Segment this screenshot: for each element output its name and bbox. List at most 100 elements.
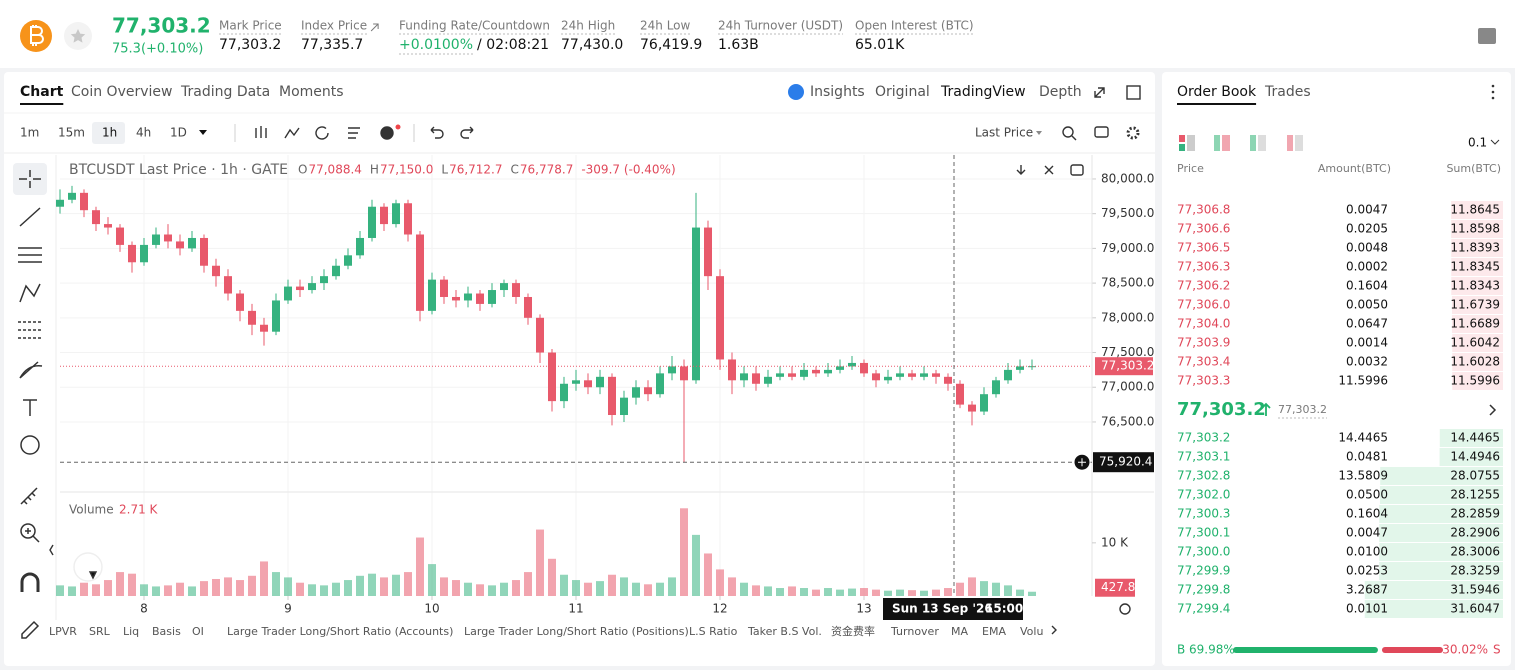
- more-dot[interactable]: [1491, 96, 1495, 100]
- settings-icon[interactable]: [1126, 126, 1140, 140]
- indicator-tab[interactable]: Large Trader Long/Short Ratio (Positions…: [464, 625, 689, 638]
- order-price[interactable]: 77,306.6: [1177, 222, 1230, 236]
- indicator-tab[interactable]: OI: [192, 625, 204, 638]
- more-dot[interactable]: [1491, 90, 1495, 94]
- zoom-tool[interactable]: [20, 523, 36, 539]
- order-price[interactable]: 77,303.4: [1177, 355, 1230, 369]
- order-price[interactable]: 77,306.0: [1177, 298, 1230, 312]
- book-mode-icon[interactable]: [1187, 135, 1195, 151]
- view-tab[interactable]: Original: [875, 84, 930, 100]
- interval-button[interactable]: 15m: [58, 126, 85, 140]
- order-price[interactable]: 77,304.0: [1177, 317, 1230, 331]
- fullscreen-icon[interactable]: [1094, 87, 1105, 98]
- book-mode-icon[interactable]: [1179, 135, 1185, 142]
- interval-caret[interactable]: [199, 130, 207, 135]
- redo-icon[interactable]: [460, 126, 474, 139]
- order-book-tab[interactable]: Order Book: [1177, 84, 1257, 100]
- edit-tool[interactable]: [21, 620, 40, 639]
- price-type-select[interactable]: Last Price: [975, 126, 1033, 140]
- mid-more[interactable]: [1489, 404, 1497, 416]
- order-price[interactable]: 77,306.5: [1177, 241, 1230, 255]
- order-price[interactable]: 77,300.3: [1177, 507, 1230, 521]
- interval-button[interactable]: 1m: [20, 126, 39, 140]
- order-price[interactable]: 77,303.1: [1177, 450, 1230, 464]
- replay-icon[interactable]: [315, 126, 329, 140]
- order-amount: 0.0050: [1346, 298, 1388, 312]
- book-mode-icon[interactable]: [1222, 135, 1230, 151]
- indicator-tab[interactable]: EMA: [982, 625, 1006, 638]
- text-tool[interactable]: [23, 399, 37, 416]
- scroll-down-icon[interactable]: [1016, 165, 1026, 175]
- panel-collapse[interactable]: [49, 544, 54, 556]
- indicator-tab[interactable]: MA: [951, 625, 968, 638]
- fib-tool[interactable]: [18, 321, 42, 339]
- undo-icon[interactable]: [430, 126, 444, 139]
- book-mode-icon[interactable]: [1258, 135, 1266, 151]
- indicator-tab[interactable]: L.S Ratio: [689, 625, 738, 638]
- volume-bar: [560, 574, 568, 596]
- interval-button[interactable]: 1D: [170, 126, 187, 140]
- order-price[interactable]: 77,303.9: [1177, 336, 1230, 350]
- chart-tab[interactable]: Moments: [279, 84, 344, 100]
- ruler-tool[interactable]: [20, 487, 38, 505]
- chart-tab[interactable]: Trading Data: [180, 84, 270, 100]
- crosshair-tool[interactable]: [19, 170, 41, 188]
- indicator-tab[interactable]: Turnover: [890, 625, 939, 638]
- indicator-icon[interactable]: [284, 127, 300, 139]
- search-icon[interactable]: [1062, 126, 1074, 138]
- indicator-tab[interactable]: LPVR: [49, 625, 77, 638]
- brush-tool[interactable]: [19, 361, 43, 379]
- more-dot[interactable]: [1491, 84, 1495, 88]
- book-mode-icon[interactable]: [1287, 135, 1293, 151]
- pattern-tool[interactable]: [19, 283, 41, 303]
- order-price[interactable]: 77,299.4: [1177, 602, 1230, 616]
- indicator-tab[interactable]: SRL: [89, 625, 111, 638]
- view-tab[interactable]: Depth: [1039, 84, 1082, 100]
- emoji-tool[interactable]: [20, 435, 40, 455]
- order-price[interactable]: 77,299.8: [1177, 583, 1230, 597]
- axis-settings-icon[interactable]: [1119, 603, 1131, 615]
- candle-type-icon[interactable]: [255, 126, 267, 138]
- book-mode-icon[interactable]: [1250, 135, 1256, 151]
- maximize-icon[interactable]: [1070, 164, 1084, 176]
- price-step[interactable]: 0.1: [1468, 136, 1487, 150]
- indicator-tab[interactable]: 资金费率: [831, 624, 875, 638]
- book-mode-icon[interactable]: [1295, 135, 1303, 151]
- indicator-tab[interactable]: Volu: [1020, 625, 1043, 638]
- order-price[interactable]: 77,303.2: [1177, 431, 1230, 445]
- chart-tab[interactable]: Coin Overview: [71, 84, 172, 100]
- chart-tab[interactable]: Chart: [20, 84, 64, 100]
- screenshot-icon[interactable]: [1094, 126, 1109, 138]
- collapse-icon[interactable]: [1044, 165, 1054, 175]
- indicator-more[interactable]: [1051, 625, 1057, 635]
- interval-button[interactable]: 1h: [102, 126, 117, 140]
- volume-bar: [656, 582, 664, 596]
- indicator-tab[interactable]: Liq: [123, 625, 139, 638]
- order-book-tab[interactable]: Trades: [1264, 84, 1311, 100]
- view-tab[interactable]: Insights: [810, 84, 865, 100]
- view-tab[interactable]: TradingView: [940, 84, 1026, 100]
- magnet-tool[interactable]: [20, 572, 40, 592]
- order-price[interactable]: 77,299.9: [1177, 564, 1230, 578]
- notes-icon[interactable]: [1478, 28, 1496, 44]
- order-price[interactable]: 77,306.2: [1177, 279, 1230, 293]
- indicator-tab[interactable]: Basis: [152, 625, 181, 638]
- order-price[interactable]: 77,306.3: [1177, 260, 1230, 274]
- order-price[interactable]: 77,300.1: [1177, 526, 1230, 540]
- book-mode-icon[interactable]: [1214, 135, 1220, 151]
- layout-icon[interactable]: [1126, 85, 1141, 100]
- book-mode-icon[interactable]: [1179, 144, 1185, 151]
- indicator-tab[interactable]: Large Trader Long/Short Ratio (Accounts): [227, 625, 453, 638]
- order-price[interactable]: 77,302.8: [1177, 469, 1230, 483]
- indicator-tab[interactable]: Taker B.S Vol.: [747, 625, 822, 638]
- add-icon[interactable]: [380, 126, 394, 140]
- interval-button[interactable]: 4h: [136, 126, 151, 140]
- line-tool[interactable]: [19, 207, 41, 227]
- order-price[interactable]: 77,300.0: [1177, 545, 1230, 559]
- channel-tool[interactable]: [18, 247, 42, 263]
- step-caret[interactable]: [1490, 139, 1500, 145]
- order-price[interactable]: 77,306.8: [1177, 203, 1230, 217]
- order-price[interactable]: 77,303.3: [1177, 374, 1230, 388]
- template-icon[interactable]: [348, 127, 360, 139]
- order-price[interactable]: 77,302.0: [1177, 488, 1230, 502]
